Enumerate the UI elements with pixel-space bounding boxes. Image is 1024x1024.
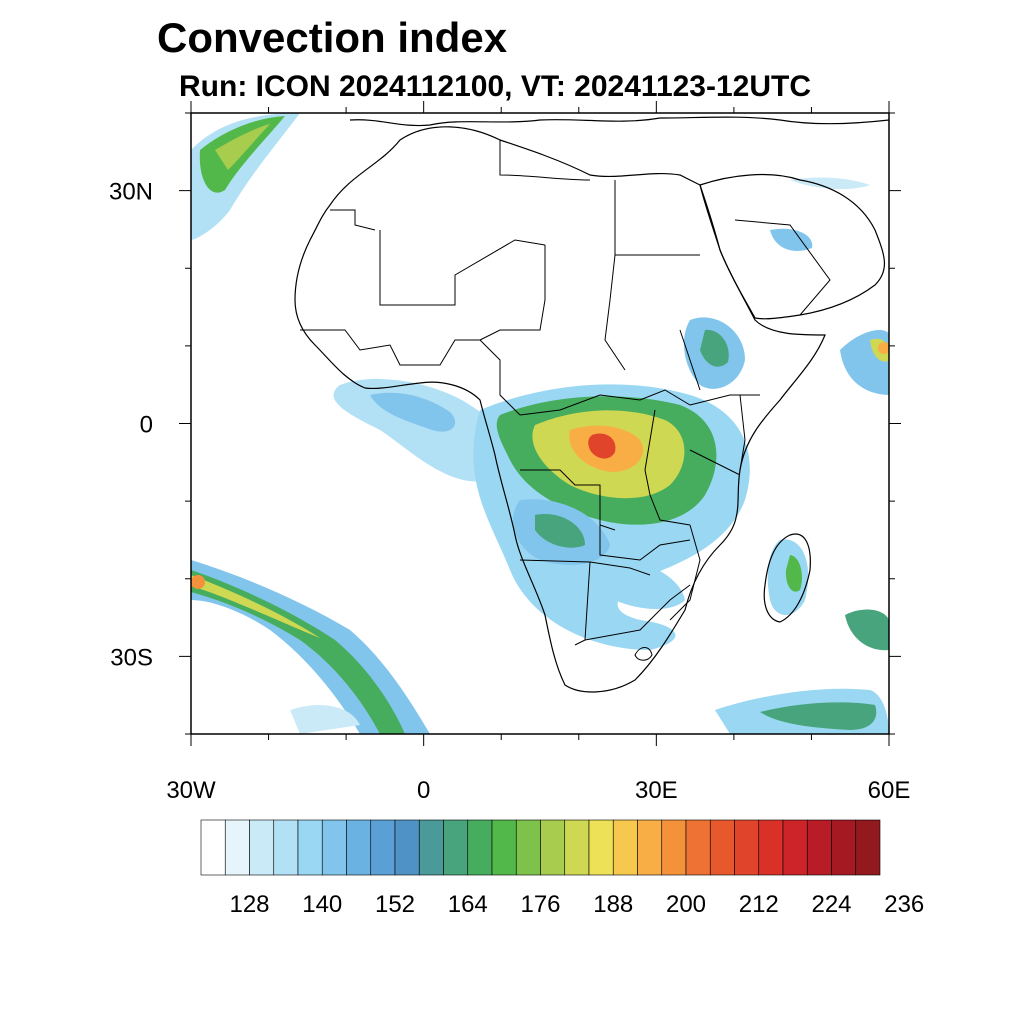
shade-central-africa-max [588, 433, 616, 459]
shade-gulf-guinea-core [370, 392, 456, 432]
arabia-coastline [699, 173, 885, 320]
colorbar-swatch [564, 819, 590, 876]
colorbar-tick-label: 212 [739, 891, 779, 918]
shade-nw-band-inner [215, 124, 270, 170]
colorbar-swatch [709, 819, 735, 876]
border-car-drc [519, 389, 691, 416]
border-east-drc [644, 409, 691, 526]
axis-ticks [179, 101, 901, 746]
shade-north-patch [790, 177, 870, 190]
colorbar-tick-label: 200 [666, 891, 706, 918]
colorbar-swatch [200, 819, 226, 876]
border-lesotho [634, 647, 653, 661]
chart-title: Convection index [157, 14, 508, 61]
border-drc-angola [520, 469, 616, 531]
colorbar [200, 819, 881, 876]
colorbar-swatch [394, 819, 420, 876]
colorbar-swatch [758, 819, 784, 876]
shade-angola-core [535, 514, 585, 548]
border-zambia [599, 525, 691, 561]
colorbar-swatch [612, 819, 638, 876]
colorbar-swatch [273, 819, 299, 876]
europe-coastline [349, 116, 889, 127]
border-sudan-chad [604, 180, 626, 371]
shade-sw-band-inner [191, 575, 320, 638]
border-angola-namibia [519, 559, 651, 576]
colorbar-swatch [443, 819, 469, 876]
colorbar-swatch [297, 819, 323, 876]
border-kenya-ethiopia [689, 394, 760, 406]
border-kenya-tanzania [689, 449, 741, 476]
lon-label: 30W [166, 777, 216, 804]
shade-sw-offshore [290, 705, 360, 734]
border-west-africa [300, 329, 480, 366]
colorbar-labels: 128 140 152 164 176 188 200 212 224 236 [229, 891, 924, 918]
shade-se-band2 [845, 609, 889, 651]
colorbar-swatch [515, 819, 541, 876]
colorbar-swatch [321, 819, 347, 876]
convection-field [191, 113, 889, 734]
colorbar-swatch [734, 819, 760, 876]
colorbar-swatch [346, 819, 372, 876]
lon-label: 60E [868, 777, 911, 804]
border-mauritania [330, 209, 376, 231]
colorbar-swatch [782, 819, 808, 876]
border-mali-niger [379, 230, 546, 306]
africa-coastline [294, 126, 826, 693]
colorbar-swatch [224, 819, 250, 876]
colorbar-tick-label: 164 [448, 891, 488, 918]
axis-labels: 30N 0 30S 30W 0 30E 60E [109, 179, 910, 804]
lon-label: 0 [417, 777, 430, 804]
colorbar-swatch [831, 819, 857, 876]
lat-label: 30S [110, 644, 153, 671]
border-mozambique [669, 524, 701, 621]
border-algeria-libya [499, 140, 591, 181]
coastlines [294, 116, 889, 693]
lon-label: 30E [635, 777, 678, 804]
colorbar-tick-label: 176 [520, 891, 560, 918]
colorbar-swatch [249, 819, 275, 876]
madagascar-coastline [763, 533, 811, 623]
border-sahel [479, 245, 546, 341]
lat-label: 30N [109, 179, 153, 206]
shade-gulf-guinea [333, 378, 508, 482]
colorbar-tick-label: 140 [302, 891, 342, 918]
country-borders [300, 140, 831, 661]
shade-ethiopia-core [700, 329, 729, 367]
border-ethiopia-sudan [679, 329, 701, 391]
colorbar-tick-label: 152 [375, 891, 415, 918]
colorbar-swatch [540, 819, 566, 876]
colorbar-swatch [855, 819, 881, 876]
shade-arabia [770, 228, 813, 251]
shade-arabian-sea-max [878, 342, 889, 354]
colorbar-swatch [370, 819, 396, 876]
colorbar-swatch [467, 819, 493, 876]
colorbar-tick-label: 188 [593, 891, 633, 918]
colorbar-tick-label: 236 [884, 891, 924, 918]
lat-label: 0 [140, 412, 153, 439]
shade-zambia [593, 559, 685, 610]
border-botswana-sa [584, 584, 691, 641]
colorbar-swatch [637, 819, 663, 876]
colorbar-swatch [491, 819, 517, 876]
shade-madagascar-core [785, 555, 802, 592]
border-saudi [734, 219, 831, 316]
colorbar-swatch [588, 819, 614, 876]
colorbar-swatch [685, 819, 711, 876]
colorbar-tick-label: 128 [229, 891, 269, 918]
border-nigeria-cameroon [479, 339, 521, 416]
shade-sw-band-max [191, 575, 205, 589]
shade-se-band-core [760, 702, 877, 730]
chart-subtitle: Run: ICON 2024112100, VT: 20241123-12UTC [179, 70, 812, 103]
colorbar-tick-label: 224 [811, 891, 851, 918]
colorbar-swatch [661, 819, 687, 876]
border-somalia [739, 394, 746, 471]
colorbar-swatch [418, 819, 444, 876]
shade-arabian-sea [840, 330, 889, 395]
colorbar-swatch [806, 819, 832, 876]
